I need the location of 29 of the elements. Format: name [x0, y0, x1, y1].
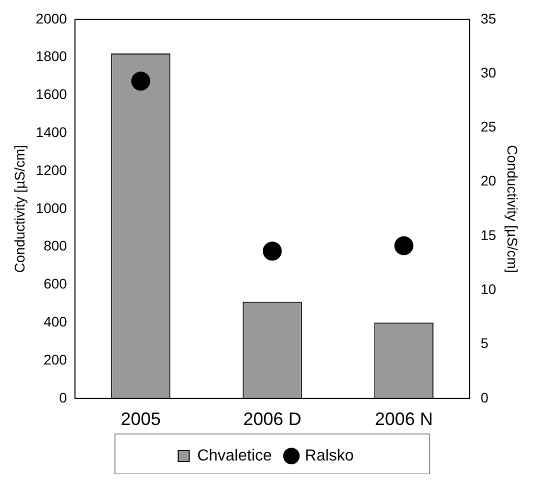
point — [394, 236, 414, 256]
legend-label: Chvaletice — [197, 447, 272, 464]
y2-axis-title: Conductivity [µS/cm] — [504, 144, 521, 273]
y2-tick-label: 15 — [480, 226, 496, 243]
y-tick-label: 1200 — [36, 162, 68, 178]
x-tick-label: 2006 N — [374, 409, 433, 430]
y2-tick-label: 0 — [480, 389, 489, 406]
y-tick-label: 1600 — [36, 86, 68, 102]
y2-tick-label: 5 — [480, 335, 489, 352]
y2-tick-label: 20 — [480, 172, 496, 189]
x-tick-label: 2005 — [120, 409, 161, 430]
y-tick-label: 1800 — [36, 48, 68, 64]
y-tick-label: 0 — [59, 389, 68, 406]
point — [131, 72, 150, 91]
y-tick-label: 400 — [44, 313, 68, 330]
y2-tick-label: 35 — [480, 10, 496, 26]
point — [262, 242, 282, 261]
y-tick-label: 1400 — [36, 124, 68, 140]
x-tick-label: 2006 D — [243, 409, 302, 430]
y-tick-label: 600 — [44, 276, 68, 292]
y-tick-label: 800 — [44, 238, 68, 254]
y-axis-title: Conductivity [µS/cm] — [11, 144, 28, 273]
y-tick-label: 2000 — [36, 10, 68, 26]
y2-tick-label: 30 — [480, 64, 496, 80]
y2-tick-label: 25 — [480, 118, 496, 135]
y-tick-label: 200 — [44, 351, 68, 368]
y-tick-label: 1000 — [36, 200, 68, 216]
legend-label: Ralsko — [304, 447, 354, 464]
y2-tick-label: 10 — [480, 280, 496, 297]
